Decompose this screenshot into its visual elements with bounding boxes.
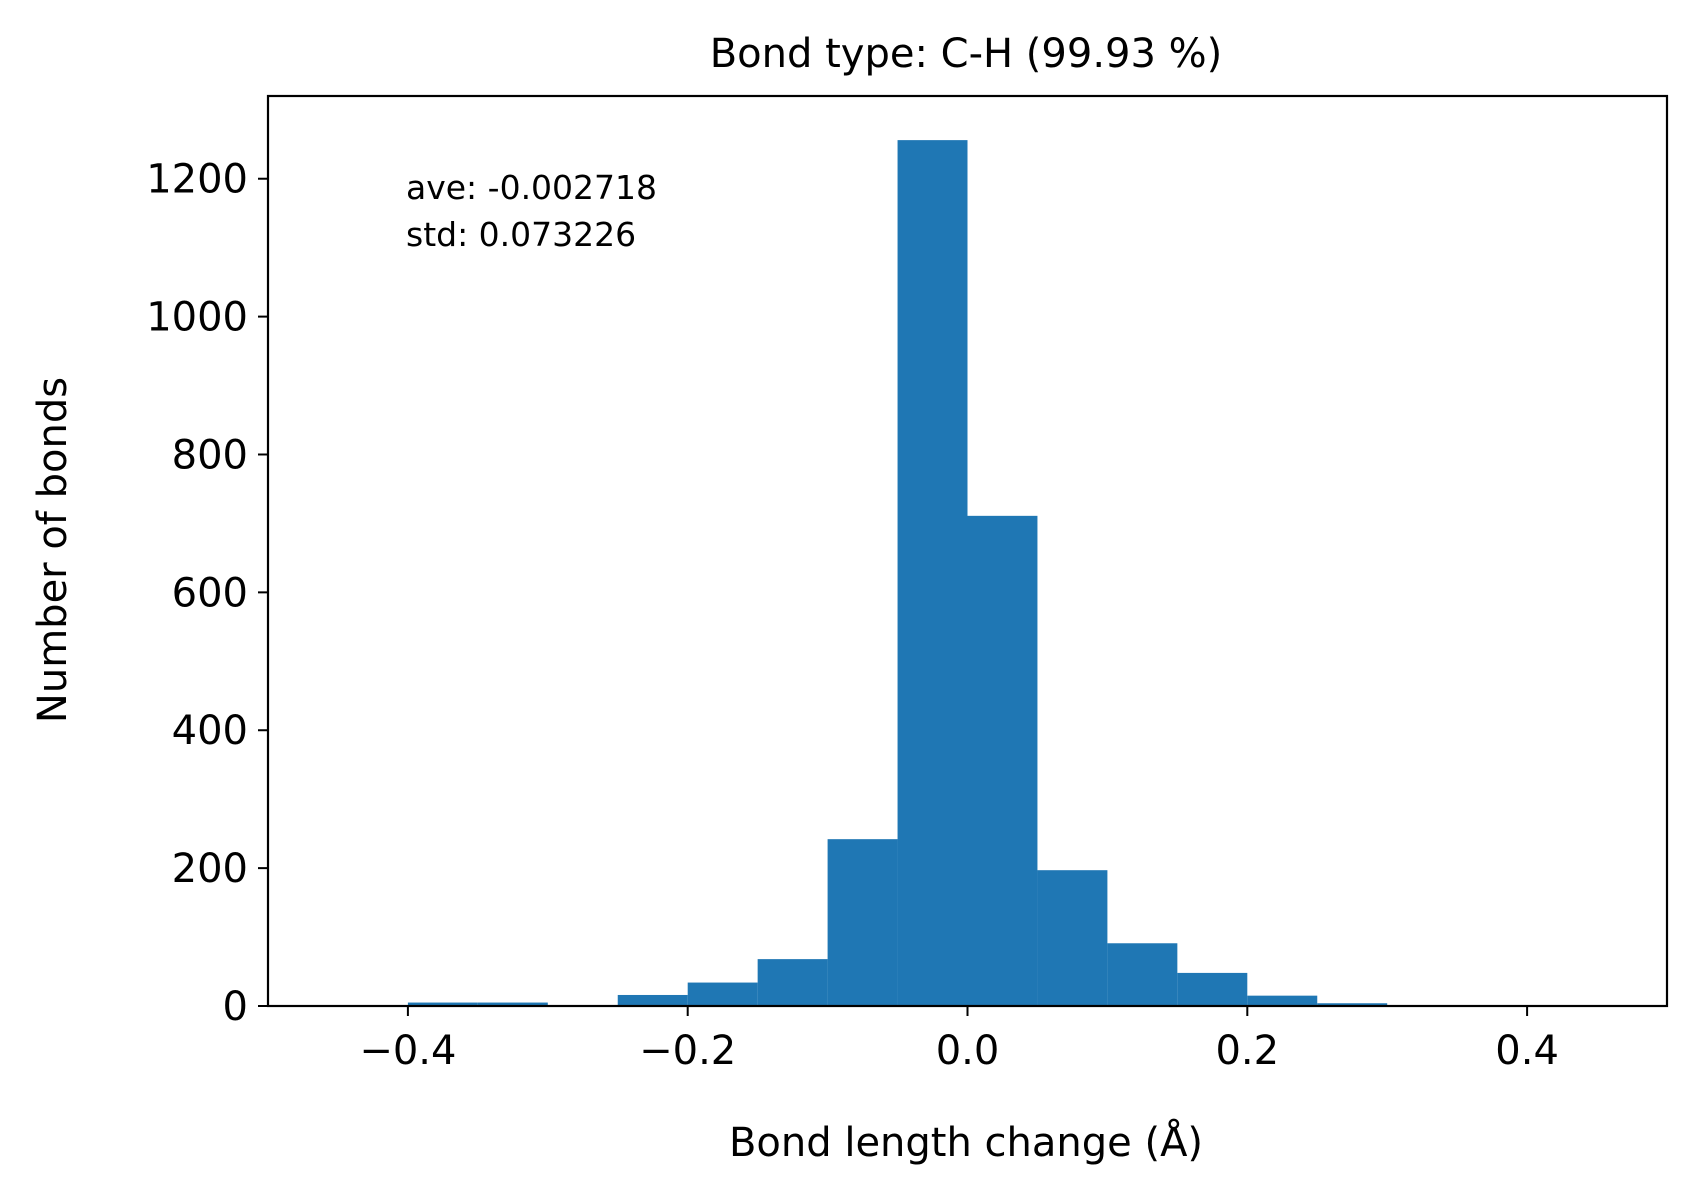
y-tick-label: 0 bbox=[223, 984, 248, 1030]
histogram-bar bbox=[617, 994, 688, 1006]
histogram-bar bbox=[687, 982, 758, 1006]
histogram-bar bbox=[1177, 972, 1248, 1006]
x-tick-label: 0.0 bbox=[936, 1028, 1000, 1074]
y-tick-label: 800 bbox=[172, 432, 248, 478]
annotation-average: ave: -0.002718 bbox=[406, 168, 657, 207]
annotation-std: std: 0.073226 bbox=[406, 215, 636, 254]
x-tick-label: 0.4 bbox=[1495, 1028, 1559, 1074]
y-tick-label: 1000 bbox=[146, 295, 248, 341]
y-axis-ticks: 0 200 400 600 800 1000 1200 bbox=[146, 157, 268, 1030]
x-axis-label: Bond length change (Å) bbox=[729, 1118, 1203, 1166]
x-tick-label: −0.4 bbox=[359, 1028, 456, 1074]
histogram-bar bbox=[967, 515, 1038, 1006]
histogram-bar bbox=[1107, 943, 1178, 1006]
histogram-bar bbox=[477, 1002, 548, 1006]
y-tick-label: 400 bbox=[172, 708, 248, 754]
y-tick-label: 1200 bbox=[146, 157, 248, 203]
histogram-bars bbox=[337, 140, 1598, 1006]
x-tick-label: 0.2 bbox=[1215, 1028, 1279, 1074]
histogram-bar bbox=[407, 1002, 478, 1006]
histogram-bar bbox=[827, 839, 898, 1006]
x-axis-ticks: −0.4 −0.2 0.0 0.2 0.4 bbox=[359, 1006, 1559, 1074]
y-tick-label: 600 bbox=[172, 570, 248, 616]
histogram-bar bbox=[1247, 995, 1318, 1006]
x-tick-label: −0.2 bbox=[639, 1028, 736, 1074]
histogram-bar bbox=[757, 959, 828, 1006]
histogram-bar bbox=[1317, 1003, 1388, 1006]
histogram-bar bbox=[1037, 870, 1108, 1006]
histogram-bar bbox=[897, 140, 968, 1006]
y-tick-label: 200 bbox=[172, 846, 248, 892]
y-axis-label: Number of bonds bbox=[30, 377, 76, 723]
chart-title: Bond type: C-H (99.93 %) bbox=[710, 31, 1223, 77]
